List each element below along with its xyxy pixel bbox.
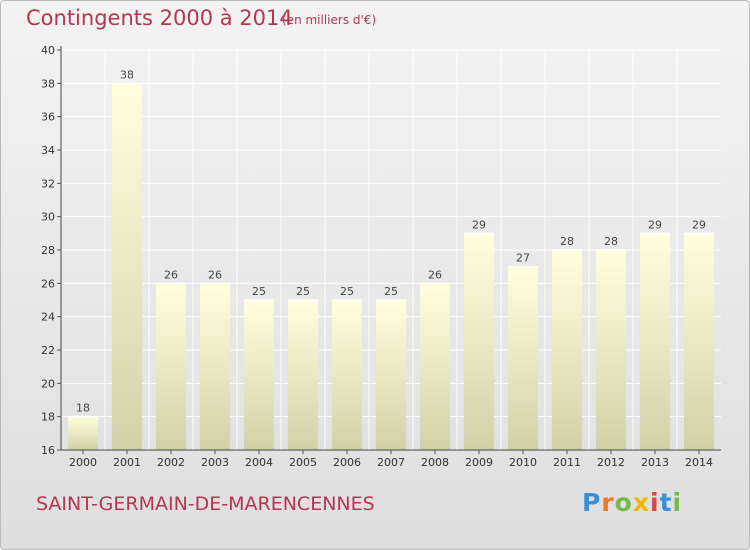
labels: 16 18 20 22 24 26 28 30 32 34 36 38 40 18 2000 38 2001 26…	[41, 44, 713, 469]
bar-2007[interactable]	[376, 300, 406, 450]
data-label: 18	[76, 402, 90, 415]
y-tick-label: 28	[41, 244, 55, 257]
data-label: 25	[296, 285, 310, 298]
bars	[68, 82, 714, 450]
x-tick-label: 2013	[641, 456, 669, 469]
bar-2006[interactable]	[332, 300, 362, 450]
x-tick-label: 2012	[597, 456, 625, 469]
brand-letter: i	[650, 488, 660, 517]
bar-2003[interactable]	[200, 283, 230, 450]
brand-letter: i	[672, 488, 683, 517]
x-tick-label: 2000	[69, 456, 97, 469]
bar-2002[interactable]	[156, 283, 186, 450]
data-label: 28	[560, 235, 574, 248]
x-tick-label: 2006	[333, 456, 361, 469]
proxiti-logo[interactable]: Proxiti	[582, 488, 682, 517]
x-tick-label: 2007	[377, 456, 405, 469]
bar-2008[interactable]	[420, 283, 450, 450]
data-label: 25	[340, 285, 354, 298]
x-tick-label: 2002	[157, 456, 185, 469]
bar-2011[interactable]	[552, 250, 582, 450]
y-tick-label: 18	[41, 411, 55, 424]
data-label: 28	[604, 235, 618, 248]
x-tick-label: 2005	[289, 456, 317, 469]
brand-letter: r	[601, 488, 615, 517]
bar-2013[interactable]	[640, 233, 670, 450]
y-tick-label: 22	[41, 344, 55, 357]
x-tick-label: 2011	[553, 456, 581, 469]
bar-2010[interactable]	[508, 266, 538, 450]
bar-2012[interactable]	[596, 250, 626, 450]
y-tick-label: 34	[41, 144, 55, 157]
bar-2014[interactable]	[684, 233, 714, 450]
data-label: 27	[516, 252, 530, 265]
y-tick-label: 30	[41, 211, 55, 224]
bar-2005[interactable]	[288, 300, 318, 450]
brand-letter: o	[614, 488, 633, 517]
bar-2004[interactable]	[244, 300, 274, 450]
y-tick-label: 38	[41, 77, 55, 90]
y-tick-label: 16	[41, 444, 55, 457]
bar-2009[interactable]	[464, 233, 494, 450]
data-label: 26	[164, 268, 178, 281]
x-tick-label: 2003	[201, 456, 229, 469]
data-label: 26	[428, 268, 442, 281]
x-tick-label: 2004	[245, 456, 273, 469]
x-tick-label: 2014	[685, 456, 713, 469]
y-tick-label: 20	[41, 377, 55, 390]
axes	[57, 46, 721, 454]
data-label: 38	[120, 68, 134, 81]
y-tick-label: 24	[41, 311, 55, 324]
y-tick-label: 32	[41, 177, 55, 190]
chart-title: Contingents 2000 à 2014	[26, 6, 293, 30]
bar-2000[interactable]	[68, 416, 98, 450]
commune-name: SAINT-GERMAIN-DE-MARENCENNES	[36, 493, 375, 515]
data-label: 29	[648, 218, 662, 231]
data-label: 29	[692, 218, 706, 231]
brand-letter: t	[659, 488, 673, 517]
y-tick-label: 26	[41, 277, 55, 290]
bar-2001[interactable]	[112, 83, 142, 450]
brand-letter: x	[632, 488, 650, 517]
x-tick-label: 2001	[113, 456, 141, 469]
x-tick-label: 2010	[509, 456, 537, 469]
x-tick-label: 2008	[421, 456, 449, 469]
brand-letter: P	[582, 488, 602, 517]
data-label: 29	[472, 218, 486, 231]
data-label: 26	[208, 268, 222, 281]
data-label: 25	[252, 285, 266, 298]
chart-subtitle: (en milliers d'€)	[282, 13, 377, 27]
x-tick-label: 2009	[465, 456, 493, 469]
y-tick-label: 36	[41, 111, 55, 124]
y-tick-label: 40	[41, 44, 55, 57]
data-label: 25	[384, 285, 398, 298]
